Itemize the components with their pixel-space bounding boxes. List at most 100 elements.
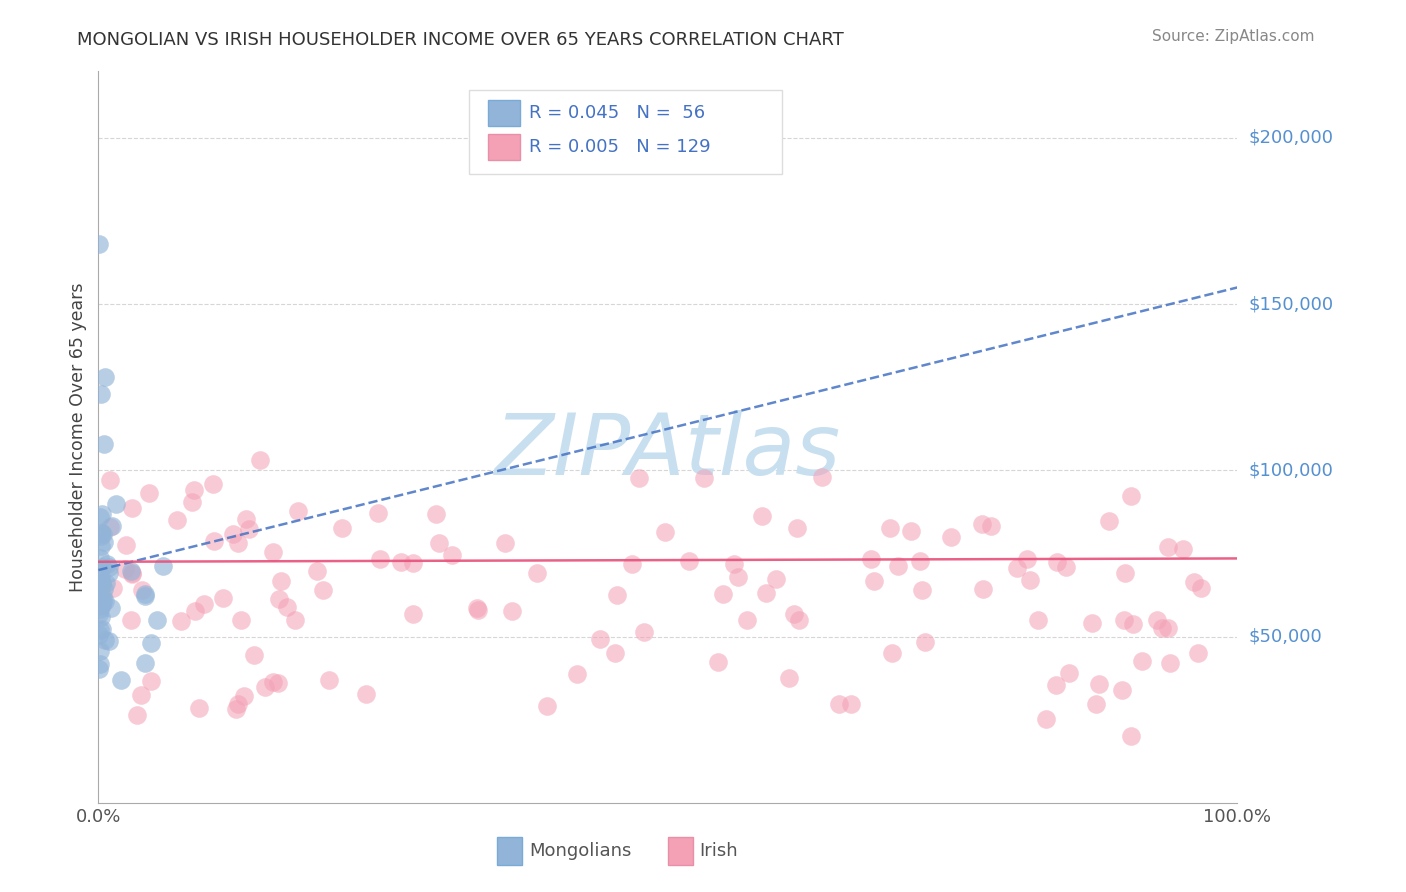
Point: [98, 473, 121, 487]
Point: [1017, 551, 1039, 566]
Point: [1122, 617, 1144, 632]
Point: [129, 688, 152, 702]
Point: [330, 520, 353, 534]
Point: [287, 504, 309, 518]
Point: [441, 548, 464, 562]
Text: Mongolians: Mongolians: [529, 842, 631, 860]
Point: [860, 552, 883, 566]
Point: [94, 594, 117, 608]
Point: [98, 566, 121, 581]
Point: [526, 566, 548, 581]
Point: [120, 613, 142, 627]
Point: [467, 603, 489, 617]
Point: [89, 657, 111, 672]
Point: [94, 576, 117, 591]
Point: [115, 537, 138, 551]
Point: [90, 539, 112, 553]
Point: [235, 512, 257, 526]
Point: [90, 577, 112, 591]
Point: [169, 614, 191, 628]
Text: Source: ZipAtlas.com: Source: ZipAtlas.com: [1152, 29, 1315, 44]
Point: [202, 534, 225, 549]
Point: [1156, 540, 1178, 554]
Point: [139, 674, 162, 689]
Point: [254, 680, 277, 694]
Point: [226, 698, 249, 712]
Point: [89, 590, 111, 604]
Point: [429, 535, 451, 549]
Point: [828, 697, 851, 711]
Text: $100,000: $100,000: [1249, 461, 1333, 479]
Point: [93, 534, 115, 549]
Point: [939, 530, 962, 544]
Point: [90, 591, 112, 606]
Bar: [488, 134, 520, 160]
Point: [914, 635, 936, 649]
Point: [87, 628, 110, 642]
Y-axis label: Householder Income Over 65 years: Householder Income Over 65 years: [69, 283, 87, 591]
Point: [90, 595, 112, 609]
Point: [1159, 657, 1181, 671]
Point: [565, 666, 588, 681]
Point: [183, 483, 205, 497]
Point: [839, 697, 862, 711]
Point: [90, 525, 112, 540]
Bar: [488, 100, 520, 126]
Bar: [668, 838, 693, 865]
Point: [114, 562, 136, 576]
Point: [863, 574, 886, 588]
Text: Irish: Irish: [700, 842, 738, 860]
Point: [267, 675, 290, 690]
Point: [90, 575, 112, 590]
Point: [1084, 698, 1107, 712]
Point: [238, 523, 260, 537]
Point: [90, 526, 112, 541]
Point: [678, 554, 700, 568]
Point: [778, 671, 800, 685]
Point: [501, 604, 523, 618]
Point: [225, 702, 247, 716]
Point: [270, 574, 292, 588]
Point: [751, 509, 773, 524]
Point: [786, 521, 808, 535]
Text: ZIPAtlas: ZIPAtlas: [495, 410, 841, 493]
Point: [727, 570, 749, 584]
Point: [193, 598, 215, 612]
Point: [89, 510, 111, 524]
Point: [93, 633, 115, 648]
Point: [96, 557, 118, 571]
Point: [91, 507, 114, 521]
Point: [783, 607, 806, 622]
Point: [229, 613, 252, 627]
Point: [90, 599, 112, 613]
Point: [1080, 616, 1102, 631]
Point: [94, 370, 117, 384]
Point: [125, 708, 148, 723]
Point: [755, 586, 778, 600]
Point: [284, 613, 307, 627]
Point: [693, 470, 716, 484]
Point: [1045, 678, 1067, 692]
Point: [276, 599, 298, 614]
Point: [1114, 613, 1136, 627]
Point: [1171, 542, 1194, 557]
Point: [389, 555, 412, 569]
Point: [402, 607, 425, 621]
Point: [152, 559, 174, 574]
Point: [222, 526, 245, 541]
Point: [134, 587, 156, 601]
Point: [91, 622, 114, 636]
Point: [104, 497, 127, 511]
Point: [1184, 575, 1206, 590]
Point: [212, 591, 235, 606]
Point: [201, 477, 224, 491]
Point: [1035, 712, 1057, 726]
Point: [89, 550, 111, 565]
Point: [307, 564, 329, 578]
Point: [100, 601, 122, 615]
Point: [1114, 566, 1136, 581]
FancyBboxPatch shape: [468, 90, 782, 174]
Bar: [498, 838, 522, 865]
Point: [89, 643, 111, 657]
Point: [654, 524, 676, 539]
